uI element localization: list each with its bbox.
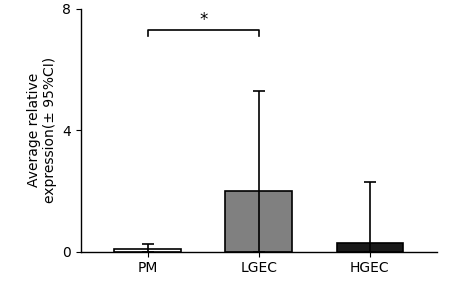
Bar xyxy=(337,243,403,252)
Bar xyxy=(114,250,181,252)
Y-axis label: Average relative
expression(± 95%CI): Average relative expression(± 95%CI) xyxy=(27,57,57,203)
Text: *: * xyxy=(199,11,207,29)
Bar xyxy=(225,191,292,252)
